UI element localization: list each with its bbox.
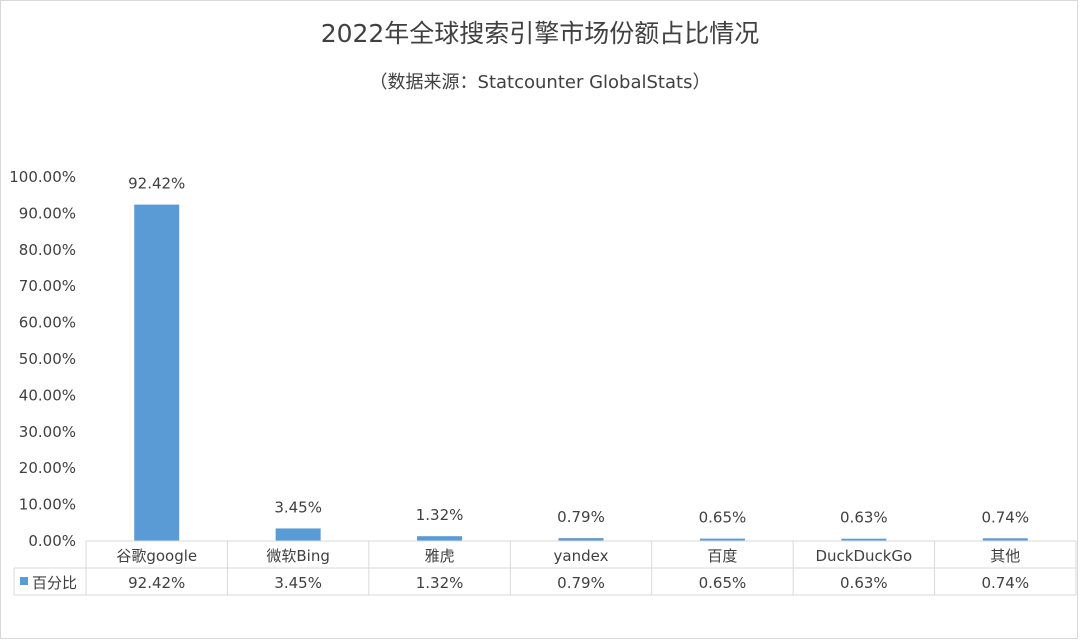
y-tick-label: 60.00%: [19, 314, 76, 332]
y-tick-label: 30.00%: [19, 423, 76, 441]
bar: [699, 538, 745, 541]
bar: [134, 204, 180, 542]
table-value: 1.32%: [416, 574, 464, 592]
y-tick-label: 90.00%: [19, 204, 76, 222]
y-tick-label: 0.00%: [28, 532, 76, 550]
data-label: 1.32%: [416, 506, 464, 524]
data-label: 0.74%: [981, 508, 1029, 526]
y-tick-label: 50.00%: [19, 350, 76, 368]
x-tick-label: 百度: [707, 547, 737, 565]
legend-label: 百分比: [32, 574, 77, 592]
x-tick-label: yandex: [554, 547, 609, 565]
x-tick-label: 微软Bing: [266, 547, 330, 565]
y-tick-label: 20.00%: [19, 459, 76, 477]
y-tick-label: 80.00%: [19, 241, 76, 259]
data-label: 0.63%: [840, 509, 888, 527]
data-label: 92.42%: [128, 175, 185, 193]
x-tick-label: 其他: [990, 547, 1020, 565]
y-tick-label: 100.00%: [9, 168, 76, 186]
chart-subtitle: （数据来源：Statcounter GlobalStats）: [369, 72, 711, 93]
y-tick-label: 70.00%: [19, 277, 76, 295]
data-label: 3.45%: [274, 498, 322, 516]
table-value: 0.74%: [981, 574, 1029, 592]
table-value: 0.65%: [699, 574, 747, 592]
legend-swatch: [20, 577, 28, 585]
bar: [417, 536, 463, 541]
table-value: 92.42%: [128, 574, 185, 592]
bar: [982, 538, 1028, 541]
x-tick-label: 雅虎: [425, 547, 455, 565]
bar: [558, 538, 604, 541]
table-value: 0.63%: [840, 574, 888, 592]
y-tick-label: 10.00%: [19, 496, 76, 514]
table-value: 3.45%: [274, 574, 322, 592]
data-label: 0.79%: [557, 508, 605, 526]
bar: [841, 538, 887, 541]
data-label: 0.65%: [699, 509, 747, 527]
bar: [275, 528, 321, 541]
x-tick-label: 谷歌google: [116, 547, 197, 565]
chart-title: 2022年全球搜索引擎市场份额占比情况: [320, 19, 760, 48]
x-tick-label: DuckDuckGo: [815, 547, 912, 565]
table-value: 0.79%: [557, 574, 605, 592]
y-tick-label: 40.00%: [19, 386, 76, 404]
